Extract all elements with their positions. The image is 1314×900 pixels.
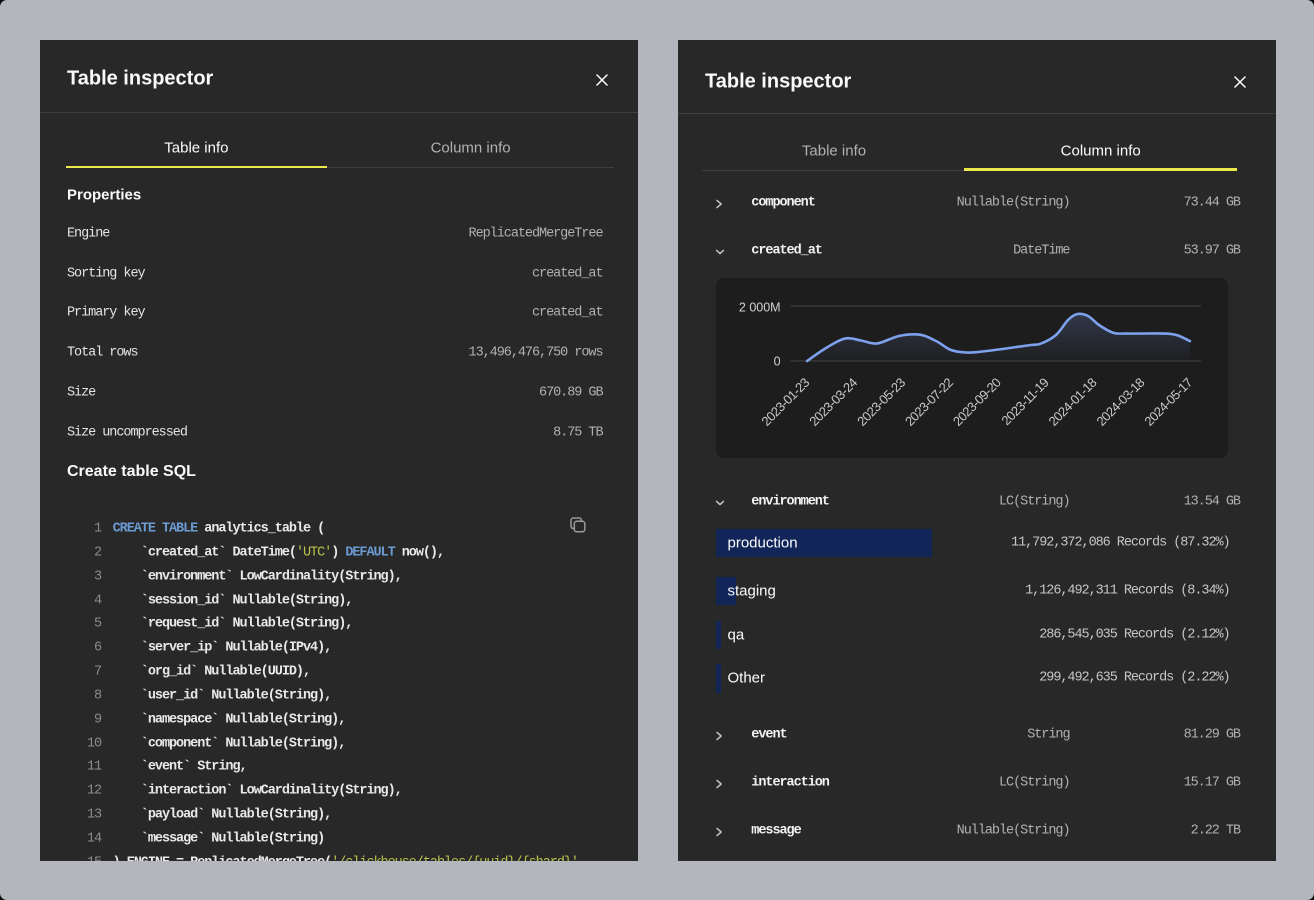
svg-text:2023-01-23: 2023-01-23 [758, 375, 812, 429]
svg-text:2024-05-17: 2024-05-17 [1141, 375, 1195, 429]
svg-text:2023-11-19: 2023-11-19 [998, 375, 1051, 428]
svg-text:2023-07-22: 2023-07-22 [902, 375, 956, 429]
svg-text:2 000M: 2 000M [739, 301, 781, 315]
svg-text:2024-03-18: 2024-03-18 [1093, 375, 1147, 429]
svg-text:2024-01-18: 2024-01-18 [1046, 375, 1100, 429]
svg-text:0: 0 [774, 355, 781, 369]
svg-text:2023-03-24: 2023-03-24 [806, 375, 860, 429]
svg-text:2023-05-23: 2023-05-23 [854, 375, 908, 429]
svg-text:2023-09-20: 2023-09-20 [950, 375, 1004, 429]
